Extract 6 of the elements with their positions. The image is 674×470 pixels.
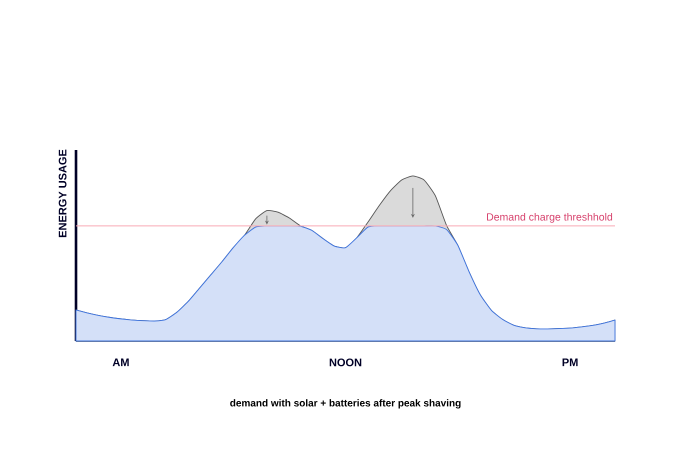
y-axis-title: ENERGY USAGE <box>58 150 66 238</box>
x-axis-title: demand with solar + batteries after peak shaving <box>230 399 461 409</box>
x-tick-label: NOON <box>330 358 362 366</box>
x-tick-label: AM <box>112 358 129 366</box>
ref-line-label: Demand charge threshhold <box>487 212 612 223</box>
x-tick-label: PM <box>562 358 578 366</box>
